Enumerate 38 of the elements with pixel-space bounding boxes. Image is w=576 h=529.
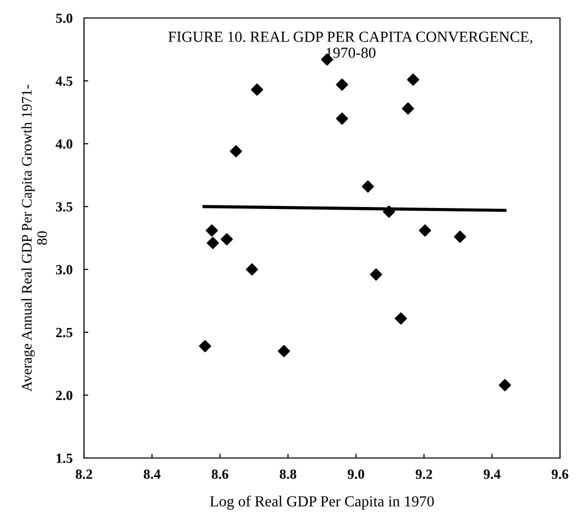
x-tick-label: 8.4 bbox=[144, 470, 160, 479]
point bbox=[206, 224, 218, 237]
point bbox=[250, 84, 264, 96]
y-tick-label: 2.5 bbox=[56, 328, 72, 338]
point bbox=[230, 145, 242, 158]
x-tick-label: 9.4 bbox=[484, 470, 500, 479]
point bbox=[206, 236, 219, 250]
point bbox=[418, 224, 432, 237]
point bbox=[336, 78, 348, 91]
y-tick-label: 3.0 bbox=[56, 265, 72, 274]
y-tick-label: 3.5 bbox=[56, 202, 72, 212]
point bbox=[370, 268, 382, 281]
y-tick-label: 2.0 bbox=[56, 390, 72, 400]
x-tick-label: 8.8 bbox=[280, 470, 296, 479]
point bbox=[278, 345, 290, 358]
point bbox=[407, 74, 420, 86]
y-tick-label: 4.5 bbox=[56, 76, 72, 86]
x-tick-label: 9.6 bbox=[552, 470, 568, 479]
point bbox=[402, 102, 414, 115]
x-axis-title: Log of Real GDP Per Capita in 1970 bbox=[210, 496, 434, 510]
point bbox=[454, 230, 466, 243]
point bbox=[246, 263, 258, 276]
x-tick-label: 9.2 bbox=[416, 470, 432, 479]
point bbox=[362, 180, 374, 193]
point bbox=[382, 206, 396, 218]
y-tick-label: 1.5 bbox=[56, 454, 72, 464]
y-tick-label: 4.0 bbox=[56, 139, 72, 149]
point bbox=[336, 112, 348, 125]
point bbox=[198, 340, 212, 352]
x-tick-label: 8.2 bbox=[76, 470, 92, 479]
text: FIGURE 10. REAL GDP PER CAPITA CONVERGENCE, 1970-80 bbox=[168, 32, 532, 58]
x-tick-label: 9.0 bbox=[348, 470, 364, 479]
y-tick-label: 5.0 bbox=[56, 14, 72, 24]
point bbox=[220, 233, 233, 246]
x-tick-label: 8.6 bbox=[212, 470, 228, 479]
point bbox=[498, 379, 511, 392]
y-axis-title: Average Annual Real GDP Per Capita Growth 1971- 80 bbox=[21, 84, 48, 392]
point bbox=[394, 312, 407, 325]
